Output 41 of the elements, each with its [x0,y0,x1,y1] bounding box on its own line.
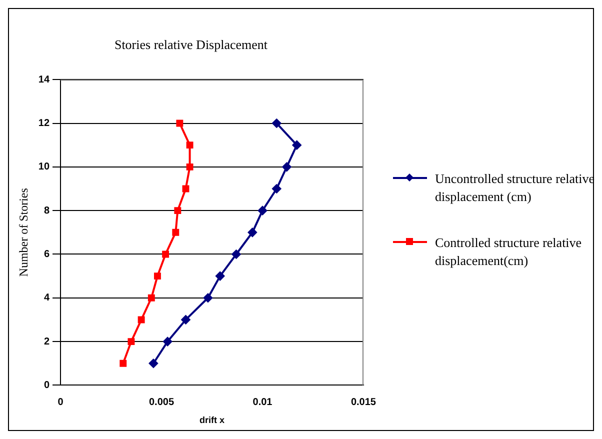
y-tick-label: 0 [44,379,50,390]
point [186,141,194,148]
y-tick-label: 14 [38,74,50,85]
point [232,249,241,258]
y-tick-label: 12 [38,118,50,129]
x-axis-title: drift x [200,414,225,425]
point [174,206,182,214]
x-tick-label: 0.01 [252,396,273,408]
point [216,271,225,280]
legend-label: Uncontrolled structure relative displacement (cm) [435,170,595,206]
point [182,184,190,192]
point [163,336,172,346]
point [186,162,194,170]
point [120,359,127,366]
point [282,162,292,171]
point [181,314,190,324]
point [272,118,282,128]
y-tick-label: 4 [44,292,50,304]
x-tick-label: 0.005 [148,396,174,408]
y-tick-label: 2 [44,336,50,347]
y-tick-label: 6 [44,248,50,260]
point [292,140,302,150]
point [172,228,180,236]
point [128,338,135,345]
point [148,358,158,368]
x-tick-label: 0 [58,396,64,408]
y-tick-label: 8 [44,204,50,216]
point [272,184,282,193]
point [148,294,155,301]
y-axis-title: Number of Stories [16,187,30,276]
point [162,250,170,258]
point [138,316,145,323]
point [248,227,257,236]
x-tick-label: 0.015 [350,396,376,408]
point [258,206,267,215]
y-tick-label: 10 [38,161,50,172]
point [154,272,161,280]
chart-title: Stories relative Displacement [114,36,268,52]
point [203,292,212,302]
point [176,119,184,126]
legend-label: Controlled structure relative displacement(cm) [435,234,583,270]
